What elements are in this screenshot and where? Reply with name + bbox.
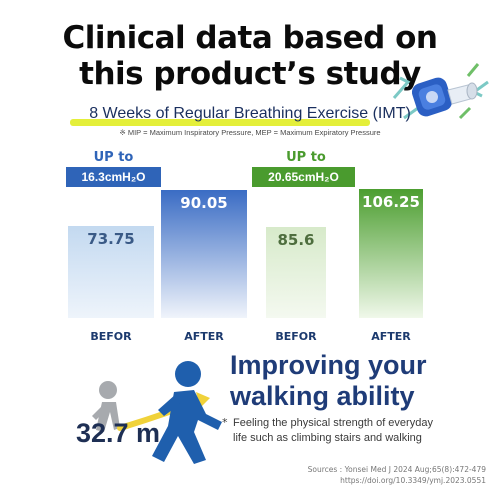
subtitle-highlight bbox=[70, 119, 370, 126]
walking-heading-line-2: walking ability bbox=[230, 381, 415, 411]
walking-heading-line-1: Improving your bbox=[230, 350, 427, 380]
abbreviation-note: ※ MIP = Maximum Inspiratory Pressure, ME… bbox=[119, 128, 381, 137]
mip-after-value: 90.05 bbox=[180, 194, 228, 212]
walking-bullet: * bbox=[222, 416, 228, 429]
mip-up-label: UP to bbox=[93, 150, 134, 165]
walking-description: Feeling the physical strength of everyda… bbox=[233, 416, 463, 446]
mep-after-bar: 106.25 bbox=[359, 189, 423, 318]
mip-before-category: BEFOR bbox=[90, 330, 132, 343]
walking-description-line-2: life such as climbing stairs and walking bbox=[233, 432, 422, 444]
mep-before-value: 85.6 bbox=[277, 231, 315, 249]
mep-before-category: BEFOR bbox=[275, 330, 317, 343]
walking-person-grey-icon bbox=[92, 381, 120, 432]
title-line-2: this product’s study bbox=[79, 56, 421, 92]
page-title: Clinical data based on this product’s st… bbox=[0, 20, 500, 92]
walking-description-line-1: Feeling the physical strength of everyda… bbox=[233, 417, 433, 429]
chart-subtitle: 8 Weeks of Regular Breathing Exercise (I… bbox=[89, 105, 411, 122]
mip-before-bar: 73.75 bbox=[68, 226, 154, 318]
walking-heading: Improving your walking ability bbox=[230, 350, 427, 412]
mip-before-value: 73.75 bbox=[87, 230, 135, 248]
mip-after-category: AFTER bbox=[184, 330, 224, 343]
mip-after-bar: 90.05 bbox=[161, 190, 247, 318]
mip-improvement-badge: 16.3cmH₂O bbox=[66, 167, 161, 187]
airflow-arrow-icon bbox=[403, 106, 419, 120]
airflow-arrow-icon bbox=[466, 63, 480, 77]
mep-after-value: 106.25 bbox=[362, 193, 420, 211]
airflow-arrow-icon bbox=[458, 106, 472, 120]
mep-improvement-badge: 20.65cmH₂O bbox=[252, 167, 355, 187]
source-doi-link[interactable]: https://doi.org/10.3349/ymj.2023.0551 bbox=[340, 476, 486, 485]
title-line-1: Clinical data based on bbox=[62, 20, 439, 56]
breathing-trainer-device-icon bbox=[392, 63, 489, 120]
mep-after-category: AFTER bbox=[371, 330, 411, 343]
source-citation: Sources : Yonsei Med J 2024 Aug;65(8):47… bbox=[307, 465, 486, 474]
airflow-arrow-icon bbox=[392, 76, 411, 99]
walking-distance-value: 32.7 m bbox=[76, 418, 161, 448]
walking-person-blue-icon bbox=[152, 361, 222, 464]
mep-before-bar: 85.6 bbox=[266, 227, 326, 318]
mep-up-label: UP to bbox=[286, 150, 326, 165]
walking-illustration bbox=[92, 361, 222, 464]
